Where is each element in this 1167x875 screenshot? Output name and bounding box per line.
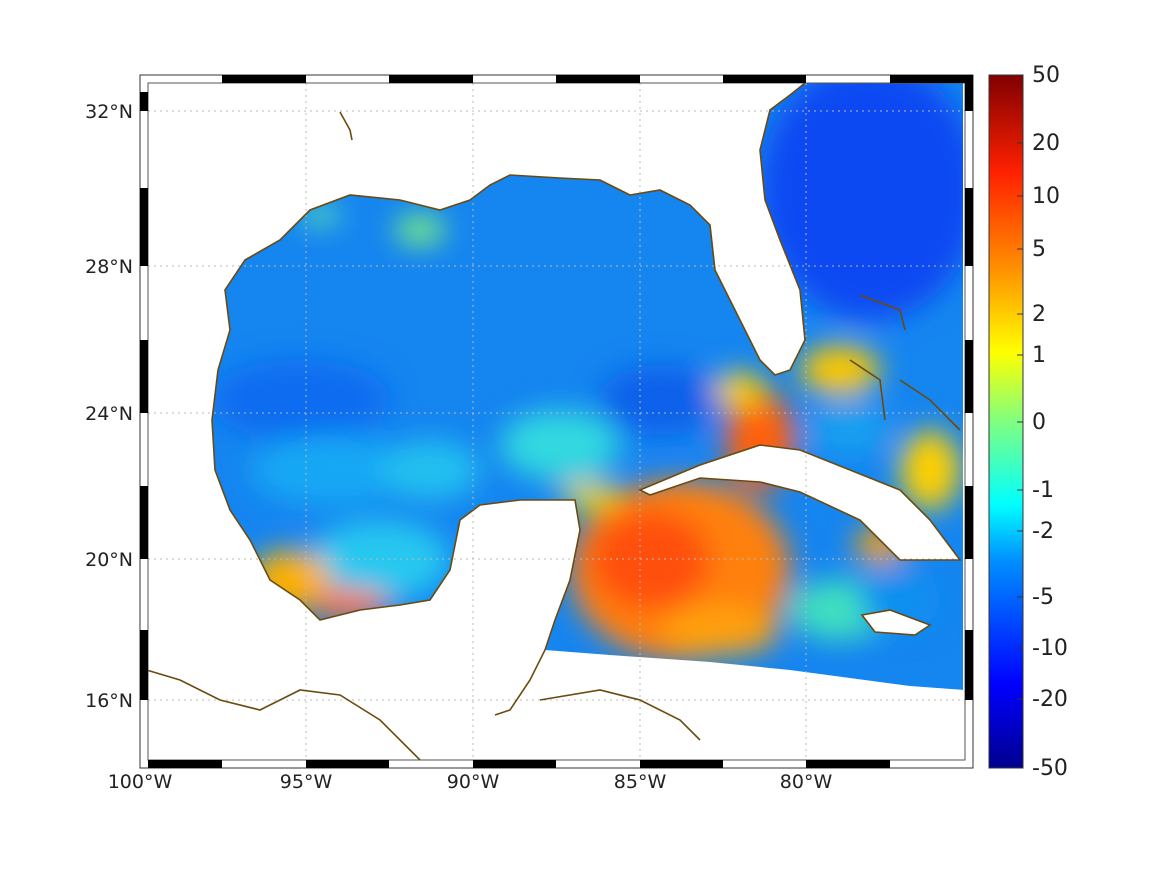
land-mask xyxy=(148,83,965,760)
data-field xyxy=(148,83,965,760)
jamaica-land xyxy=(862,610,930,635)
colorbar-tick-label: 10 xyxy=(1032,184,1060,209)
x-tick: 100°W xyxy=(108,771,173,793)
colorbar-tick-label: 20 xyxy=(1032,131,1060,156)
x-axis-ticks: 100°W 95°W 90°W 85°W 80°W xyxy=(108,771,833,793)
colorbar-tick-label: 50 xyxy=(1032,63,1060,88)
y-tick: 32°N xyxy=(85,101,133,123)
colorbar-tick-label: 5 xyxy=(1032,237,1046,262)
colorbar-tick-label: -5 xyxy=(1032,585,1054,610)
colorbar-tick-label: -20 xyxy=(1032,687,1068,712)
y-tick: 28°N xyxy=(85,256,133,278)
map-frame xyxy=(139,74,974,769)
gridlines xyxy=(148,83,965,760)
colorbar-tick-label: -2 xyxy=(1032,519,1054,544)
colorbar-tick-label: -1 xyxy=(1032,478,1054,503)
cuba-land xyxy=(640,445,960,560)
colorbar-tick-label: -10 xyxy=(1032,636,1068,661)
colorbar-tick-label: 0 xyxy=(1032,410,1046,435)
x-tick: 90°W xyxy=(447,771,500,793)
coastlines xyxy=(148,83,962,760)
colorbar-tick-label: 2 xyxy=(1032,302,1046,327)
x-tick: 95°W xyxy=(280,771,333,793)
atlantic-field xyxy=(760,83,965,320)
y-tick: 24°N xyxy=(85,403,133,425)
x-tick: 85°W xyxy=(614,771,667,793)
y-axis-ticks: 32°N 28°N 24°N 20°N 16°N xyxy=(85,101,133,712)
y-tick: 20°N xyxy=(85,549,133,571)
y-tick: 16°N xyxy=(85,690,133,712)
colorbar-tick-label: -50 xyxy=(1032,756,1068,781)
colorbar-tick-label: 1 xyxy=(1032,343,1046,368)
x-tick: 80°W xyxy=(780,771,833,793)
